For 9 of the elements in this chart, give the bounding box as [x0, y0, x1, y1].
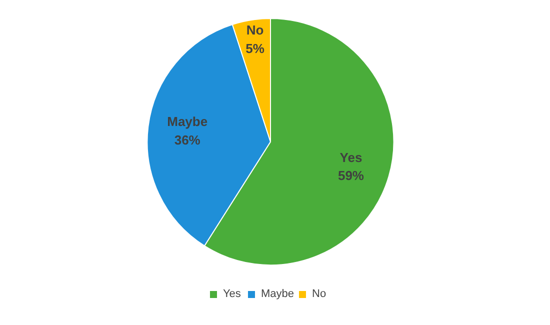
- data-label: 59%: [338, 168, 364, 183]
- legend-label: Maybe: [260, 288, 294, 300]
- legend-label: Yes: [222, 288, 242, 300]
- data-label: 36%: [174, 132, 201, 148]
- slice-label: Maybe: [167, 114, 208, 130]
- slice-label: No: [246, 22, 264, 38]
- data-label: 5%: [246, 40, 265, 56]
- legend-label: No: [312, 288, 328, 300]
- slice-label: Yes: [340, 150, 362, 165]
